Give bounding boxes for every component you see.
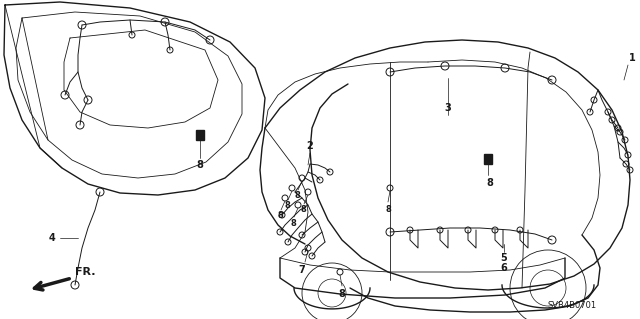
Text: 4: 4 (49, 233, 56, 243)
Text: 8: 8 (290, 219, 296, 227)
Text: 5: 5 (500, 253, 508, 263)
Text: 8: 8 (277, 211, 283, 220)
Text: 8: 8 (385, 205, 391, 214)
Text: 2: 2 (307, 141, 314, 151)
Text: 8: 8 (486, 178, 493, 188)
Text: 1: 1 (628, 53, 636, 63)
Text: 8: 8 (300, 205, 306, 214)
Text: 3: 3 (445, 103, 451, 113)
Text: 8: 8 (294, 191, 300, 201)
Text: FR.: FR. (75, 267, 95, 277)
Text: 8: 8 (339, 289, 346, 299)
Text: 8: 8 (196, 160, 204, 170)
Text: SVB4B0701: SVB4B0701 (547, 301, 596, 310)
Text: 8: 8 (284, 202, 290, 211)
Bar (196, 130, 204, 140)
Text: 6: 6 (500, 263, 508, 273)
Bar (484, 154, 492, 164)
Text: 7: 7 (299, 265, 305, 275)
